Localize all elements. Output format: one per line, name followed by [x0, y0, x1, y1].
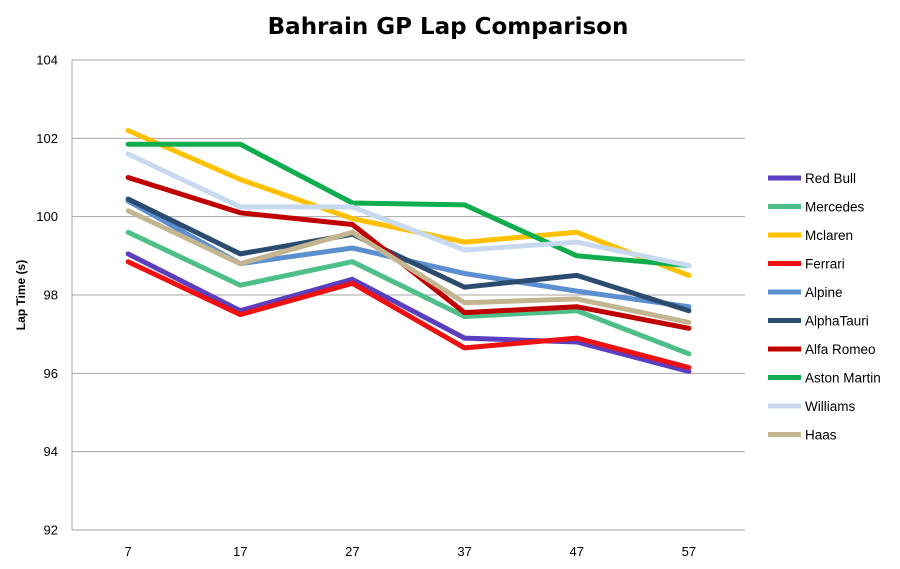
legend-item: AlphaTauri: [768, 314, 869, 329]
y-tick-label: 96: [44, 366, 58, 381]
series-line-red-bull: [125, 251, 692, 374]
chart-title: Bahrain GP Lap Comparison: [268, 14, 629, 40]
series-line-williams: [125, 151, 692, 269]
legend-item: Williams: [768, 399, 855, 414]
x-tick-label: 47: [570, 544, 584, 559]
y-tick-label: 94: [44, 444, 58, 459]
legend-item: Haas: [768, 428, 837, 443]
legend-label: Aston Martin: [805, 371, 881, 386]
y-tick-label: 98: [44, 288, 58, 303]
series-line-alphatauri: [125, 196, 692, 314]
legend-label: AlphaTauri: [805, 314, 869, 329]
series-line-ferrari: [125, 259, 692, 370]
y-tick-label: 104: [36, 53, 58, 68]
legend-label: Alpine: [805, 285, 843, 300]
x-tick-label: 27: [345, 544, 359, 559]
y-tick-label: 102: [36, 131, 58, 146]
legend-item: Mercedes: [768, 200, 865, 215]
legend-label: Red Bull: [805, 171, 856, 186]
legend-item: Ferrari: [768, 257, 845, 272]
legend-item: Alpine: [768, 285, 843, 300]
legend-label: Alfa Romeo: [805, 342, 876, 357]
legend-item: Red Bull: [768, 171, 856, 186]
series-line-mercedes: [125, 229, 692, 357]
legend: Red Bull Mercedes Mclaren Ferrari Alpine Alph…: [768, 171, 881, 443]
series-line-haas: [125, 208, 692, 325]
legend-item: Mclaren: [768, 228, 853, 243]
x-tick-label: 37: [457, 544, 471, 559]
x-tick-label: 7: [124, 544, 131, 559]
x-tick-label: 57: [682, 544, 696, 559]
legend-label: Mclaren: [805, 228, 853, 243]
gridlines: [71, 59, 745, 531]
legend-label: Williams: [805, 399, 855, 414]
legend-label: Ferrari: [805, 257, 845, 272]
y-axis-label: Lap Time (s): [14, 260, 28, 330]
y-tick-label: 92: [44, 523, 58, 538]
y-tick-labels: 92 94 96 98 100 102 104: [36, 53, 58, 538]
x-tick-labels: 7 17 27 37 47 57: [124, 544, 696, 559]
series-lines: [125, 128, 692, 374]
legend-label: Haas: [805, 428, 837, 443]
legend-item: Alfa Romeo: [768, 342, 876, 357]
legend-label: Mercedes: [805, 200, 865, 215]
legend-item: Aston Martin: [768, 371, 881, 386]
series-line-aston-martin: [125, 141, 692, 269]
x-tick-label: 17: [233, 544, 247, 559]
y-tick-label: 100: [36, 209, 58, 224]
